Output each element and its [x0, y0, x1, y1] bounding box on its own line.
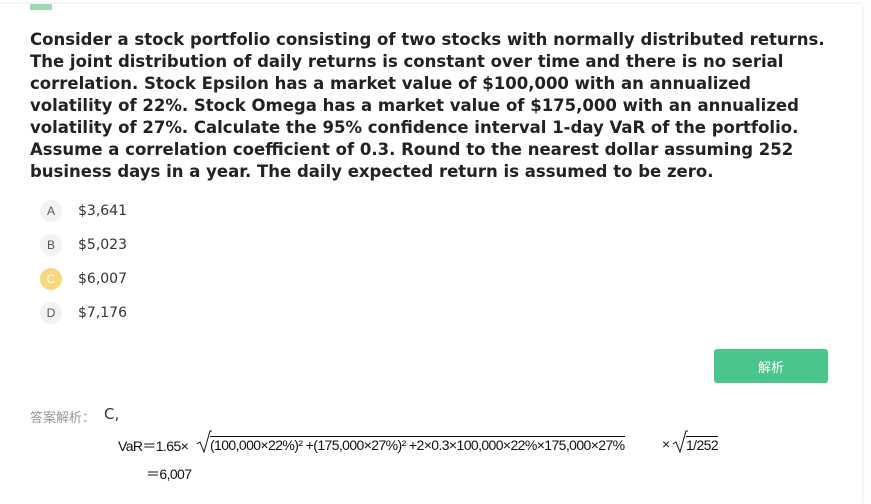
- option-text: $5,023: [78, 237, 127, 253]
- corner-icon: [30, 4, 52, 10]
- option-text: $6,007: [78, 271, 127, 287]
- formula-radicand: 1/252: [686, 436, 719, 453]
- option-letter: B: [40, 234, 62, 256]
- option-letter: D: [40, 302, 62, 324]
- option[interactable]: C $6,007: [40, 267, 127, 291]
- answer-heading: 答案解析：: [30, 411, 96, 426]
- option[interactable]: A $3,641: [40, 199, 127, 223]
- question-card: Consider a stock portfolio consisting of…: [0, 4, 862, 504]
- option[interactable]: B $5,023: [40, 233, 127, 257]
- analysis-button[interactable]: 解析: [714, 349, 828, 383]
- question-text: Consider a stock portfolio consisting of…: [30, 30, 825, 181]
- formula-radicand: (100,000×22%)² +(175,000×27%)² +2×0.3×10…: [210, 436, 625, 453]
- option-text: $3,641: [78, 203, 127, 219]
- sqrt-sign: [196, 430, 212, 454]
- option[interactable]: D $7,176: [40, 301, 127, 325]
- answer-value: C,: [104, 405, 120, 423]
- sqrt-sign: [672, 430, 688, 454]
- formula-times: ×: [662, 436, 670, 452]
- option-letter: A: [40, 200, 62, 222]
- option-letter: C: [40, 268, 62, 290]
- formula-result: ＝6,007: [146, 466, 192, 482]
- option-text: $7,176: [78, 305, 127, 321]
- formula-lhs: VaR＝1.65×: [118, 438, 189, 454]
